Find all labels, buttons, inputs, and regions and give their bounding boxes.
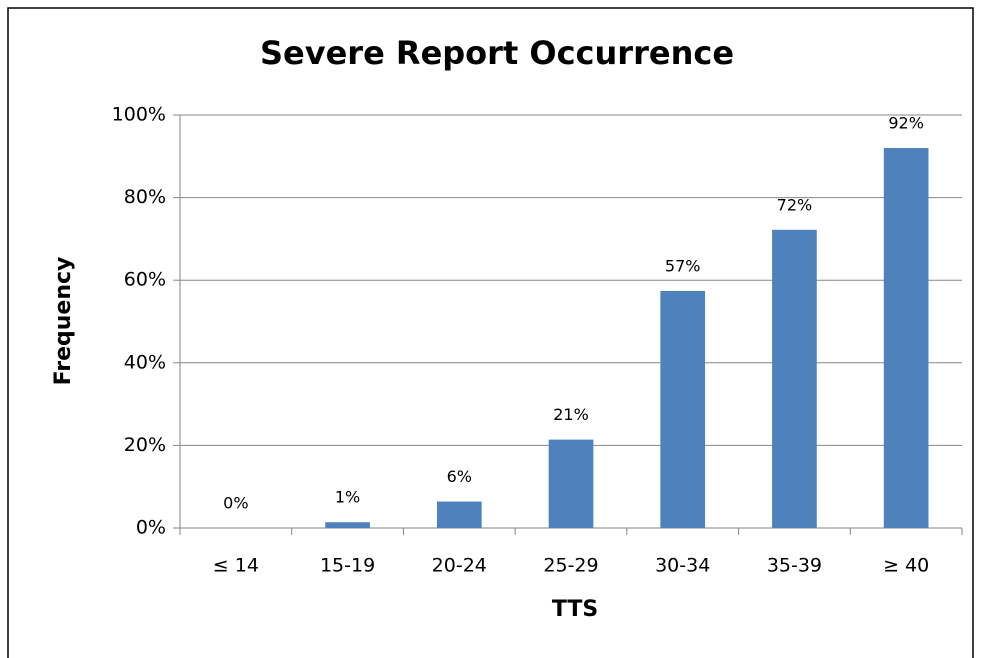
y-tick-label: 20% <box>124 434 166 456</box>
bar <box>772 229 817 528</box>
y-tick-label: 80% <box>124 186 166 208</box>
bar <box>436 501 482 528</box>
data-label: 72% <box>777 195 813 214</box>
x-tick-label: 15-19 <box>320 555 375 577</box>
x-tick-label: ≥ 40 <box>883 555 929 577</box>
bar <box>883 148 929 529</box>
data-label: 1% <box>335 488 360 507</box>
x-tick-label: ≤ 14 <box>213 555 259 577</box>
data-label: 6% <box>447 467 472 486</box>
bar <box>660 290 706 528</box>
x-axis-label: TTS <box>552 597 598 622</box>
data-label: 0% <box>223 494 248 513</box>
chart-title: Severe Report Occurrence <box>260 34 734 72</box>
y-tick-label: 60% <box>124 269 166 291</box>
bar <box>325 522 370 528</box>
x-tick-label: 35-39 <box>767 555 822 577</box>
y-tick-label: 100% <box>112 104 166 126</box>
bar <box>548 439 594 528</box>
x-tick-label: 20-24 <box>432 555 487 577</box>
data-label: 92% <box>888 114 924 133</box>
data-label: 21% <box>553 405 589 424</box>
y-axis-label: Frequency <box>51 257 76 386</box>
y-tick-label: 0% <box>136 517 166 539</box>
x-tick-label: 30-34 <box>655 555 710 577</box>
y-tick-label: 40% <box>124 351 166 373</box>
data-label: 57% <box>665 256 701 275</box>
x-tick-label: 25-29 <box>543 555 598 577</box>
